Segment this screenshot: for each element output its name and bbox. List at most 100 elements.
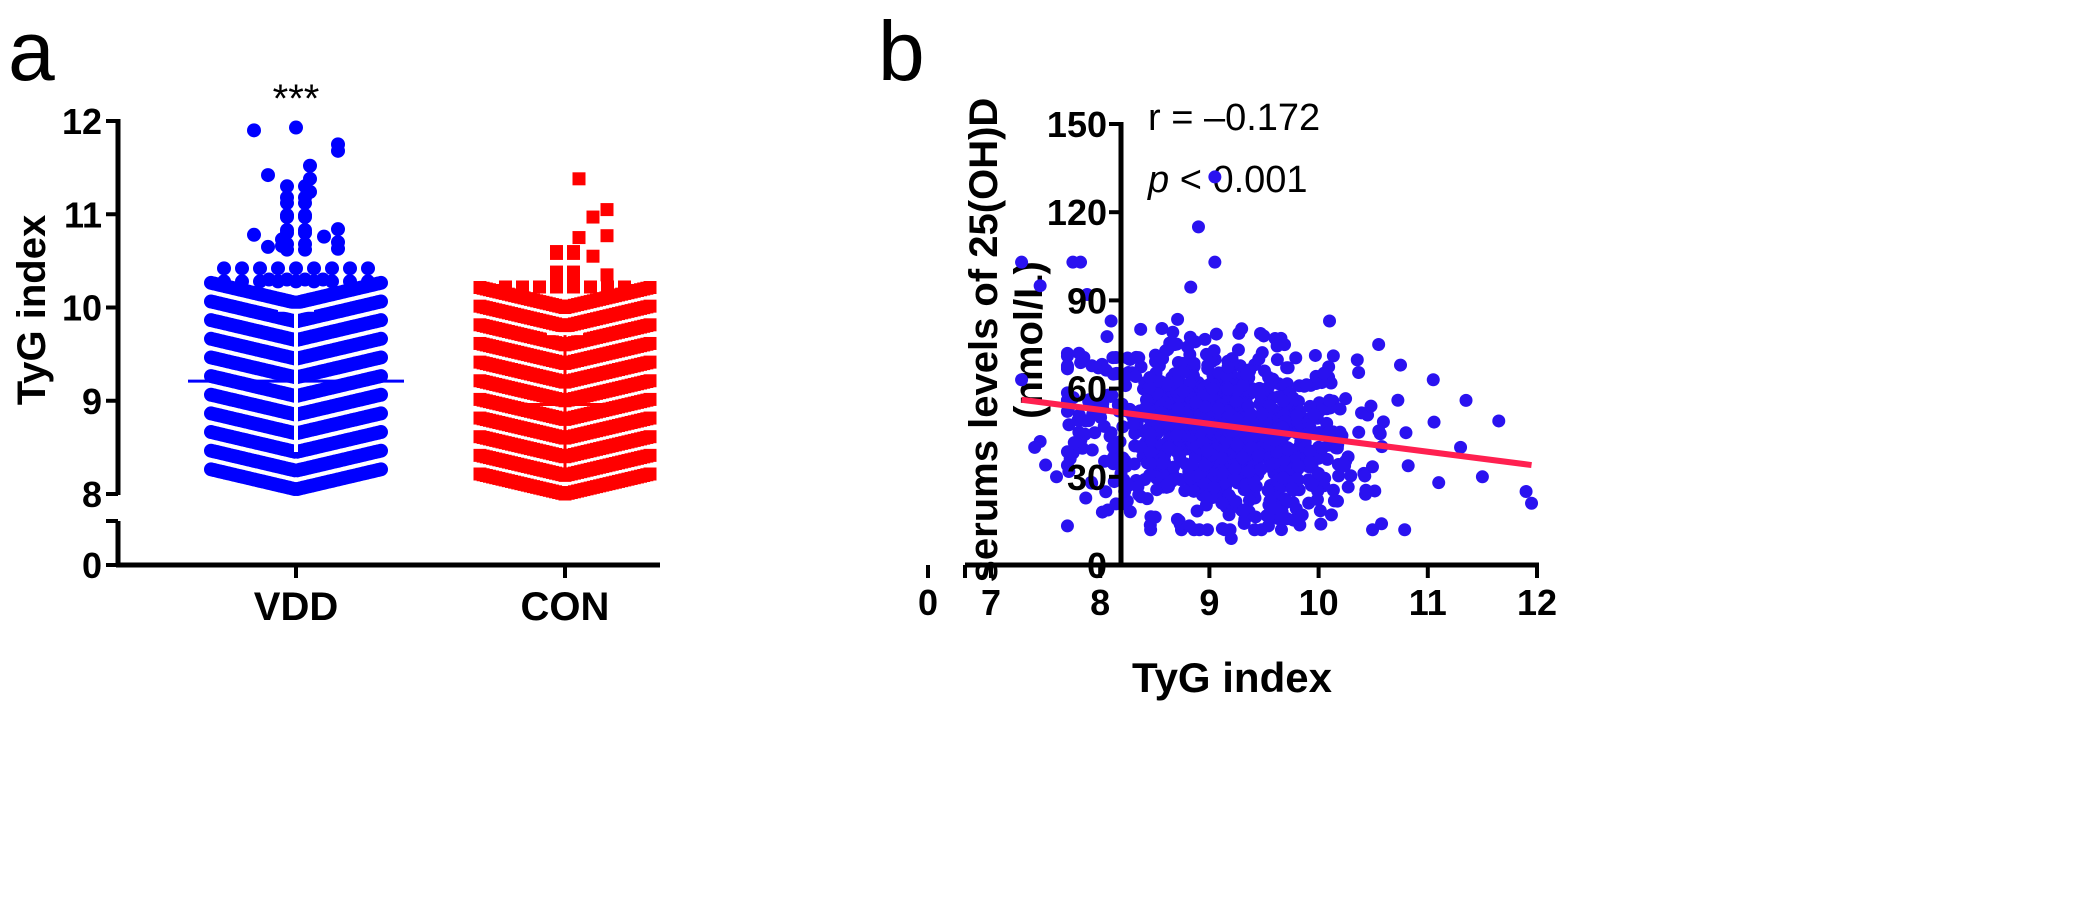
data-point — [1229, 495, 1243, 509]
data-point — [1229, 394, 1243, 408]
data-point — [1082, 414, 1096, 428]
data-point-vdd — [374, 425, 388, 440]
panel-label-a: a — [8, 4, 55, 98]
data-point-con — [618, 280, 631, 294]
p-value-annotation: p < 0.001 — [1147, 159, 1308, 201]
data-point — [1235, 451, 1249, 465]
data-point — [1314, 517, 1328, 531]
data-point — [1373, 427, 1387, 441]
data-point-vdd — [271, 261, 285, 276]
data-point — [1281, 361, 1295, 375]
data-point-vdd — [361, 274, 375, 289]
y-tick-label-b: 60 — [1067, 369, 1107, 410]
p-value-text: < 0.001 — [1169, 159, 1307, 201]
data-point-vdd — [298, 237, 312, 252]
data-point — [1519, 485, 1533, 498]
data-point — [1148, 510, 1162, 524]
data-point — [1289, 351, 1303, 365]
data-point — [1085, 443, 1099, 457]
data-point — [1085, 359, 1099, 373]
data-point — [1253, 387, 1267, 401]
data-point-vdd — [316, 272, 330, 287]
data-point — [1127, 457, 1141, 471]
data-point — [1155, 321, 1169, 335]
data-point — [1094, 410, 1108, 424]
data-point — [1230, 438, 1244, 452]
data-point — [1104, 426, 1118, 440]
data-point-vdd — [374, 313, 388, 328]
data-point-vdd — [374, 350, 388, 365]
data-point-vdd — [374, 275, 388, 290]
data-point — [1105, 452, 1119, 466]
data-point-vdd — [280, 208, 294, 223]
data-point — [1050, 470, 1064, 484]
data-point-vdd — [298, 223, 312, 238]
data-point — [1206, 382, 1220, 396]
data-point — [1171, 401, 1185, 415]
y-tick-label-a: 9 — [82, 381, 102, 422]
data-point — [1106, 440, 1120, 454]
axes-b: 0 30 60 90 120 150 0 7 8 9 10 11 12 — [918, 104, 1557, 623]
x-tick-label-b: 11 — [1409, 582, 1447, 623]
data-point — [1492, 414, 1506, 428]
data-point — [1198, 332, 1212, 346]
x-tick-label-b: 10 — [1299, 582, 1339, 623]
data-point-vdd — [331, 137, 345, 152]
data-point — [1311, 466, 1325, 480]
data-point-vdd — [343, 274, 357, 289]
x-tick-label-b: 7 — [981, 582, 1001, 623]
data-point — [1322, 425, 1336, 439]
data-point — [1364, 399, 1378, 413]
data-point-vdd — [303, 158, 317, 173]
data-point — [1432, 476, 1446, 490]
data-point — [1122, 478, 1136, 492]
data-point-vdd — [280, 179, 294, 194]
data-point — [1454, 440, 1468, 454]
category-label-con: CON — [521, 585, 610, 629]
data-point-con — [643, 318, 657, 332]
data-point-con — [600, 203, 614, 217]
data-point-con — [567, 245, 580, 259]
data-point — [1199, 347, 1213, 361]
data-point — [1274, 523, 1288, 537]
data-point — [1208, 255, 1222, 269]
data-point — [1290, 472, 1304, 486]
data-point — [1129, 369, 1143, 383]
data-point — [1255, 407, 1269, 421]
y-axis-label-a: TyG index — [10, 215, 54, 405]
data-point — [1082, 393, 1096, 407]
data-point — [1143, 428, 1157, 442]
data-point — [1242, 465, 1256, 479]
data-point — [1344, 469, 1358, 483]
data-point — [1279, 493, 1293, 507]
data-point — [1252, 352, 1266, 366]
data-point — [1391, 393, 1405, 407]
data-point-con — [586, 210, 600, 224]
data-point — [1131, 480, 1145, 494]
data-point-vdd — [262, 272, 276, 287]
data-point — [1033, 279, 1047, 293]
data-point — [1129, 350, 1143, 364]
data-point — [1262, 399, 1276, 413]
data-point — [1216, 467, 1230, 481]
data-point-con — [550, 265, 563, 279]
data-point — [1230, 413, 1244, 427]
data-point — [1060, 346, 1074, 360]
data-point — [1276, 394, 1290, 408]
data-point — [1401, 459, 1415, 473]
data-point-con — [643, 374, 657, 388]
data-point-vdd — [307, 261, 321, 276]
data-point — [1142, 381, 1156, 395]
data-point — [1084, 475, 1098, 489]
data-point — [1169, 429, 1183, 443]
data-point-vdd — [261, 239, 275, 254]
data-point — [1015, 373, 1029, 387]
data-point-con — [643, 392, 657, 406]
data-point-vdd — [331, 235, 345, 250]
data-point-vdd — [331, 222, 345, 237]
data-point — [1338, 459, 1352, 473]
data-point — [1184, 280, 1198, 294]
y-tick-label-b: 120 — [1047, 192, 1107, 233]
data-point — [1074, 255, 1088, 269]
category-label-vdd: VDD — [254, 585, 338, 629]
